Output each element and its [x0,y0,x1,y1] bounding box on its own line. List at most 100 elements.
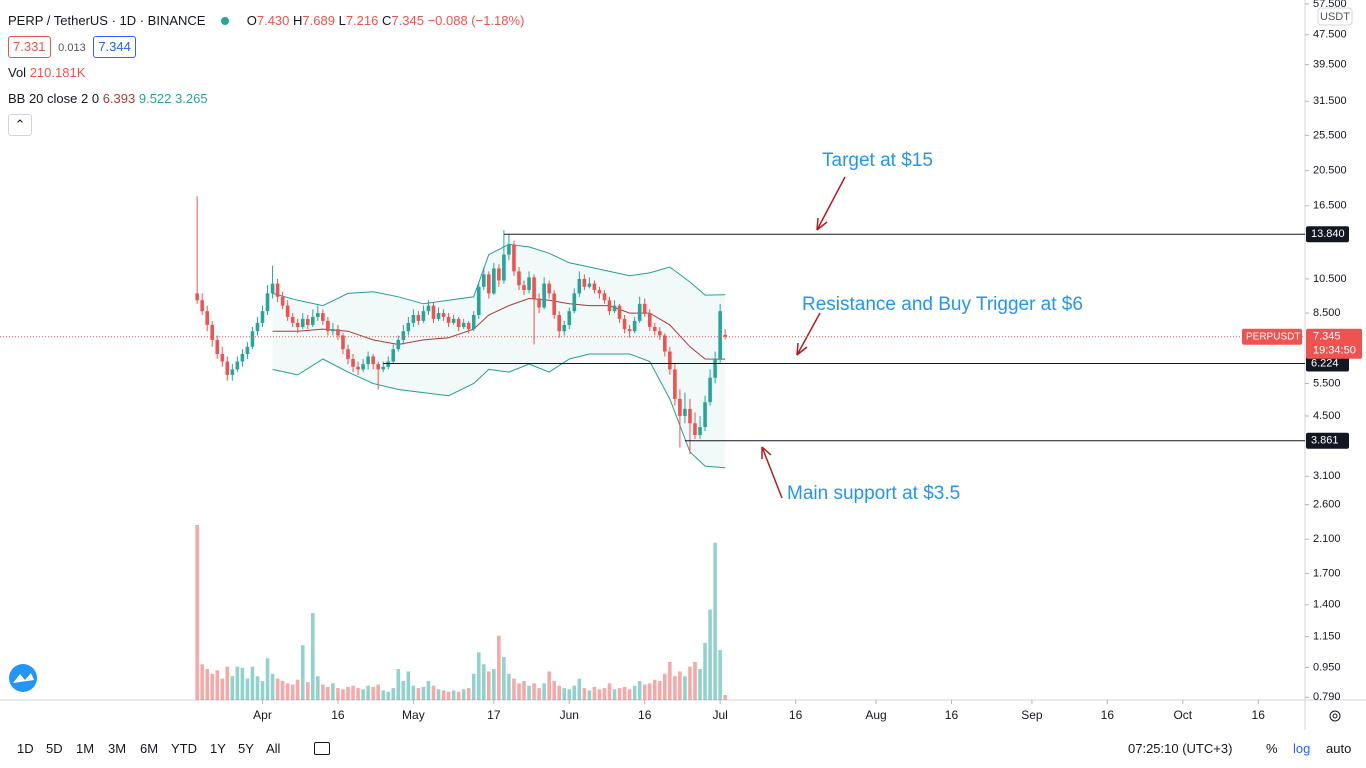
volume-bar [693,661,697,700]
range-button[interactable]: 1M [76,741,95,756]
auto-toggle[interactable]: auto [1326,741,1352,756]
volume-bar [527,685,531,700]
candle-body [552,293,556,315]
bb-lower: 3.265 [175,91,208,106]
volume-bar [361,689,365,700]
candle-body [497,268,501,281]
volume-bar [471,673,476,700]
band-upper [272,243,726,307]
candle-body [718,311,722,359]
range-button[interactable]: 3M [108,741,127,756]
candle-body [512,244,516,272]
volume-bar [431,685,436,700]
band-basis [272,297,726,360]
candle-body [220,353,225,362]
y-tick-label: 2.100 [1313,533,1341,545]
candle-body [406,322,411,332]
x-tick-label: 16 [638,708,652,722]
volume-bar [617,688,622,700]
range-button[interactable]: YTD [171,741,197,756]
candle-body [582,278,587,287]
candle-body [381,366,386,370]
volume-bar [326,686,330,700]
volume-bar [542,683,546,700]
candle-body [592,283,597,291]
range-button[interactable]: 1D [17,741,34,756]
candle-body [622,318,627,330]
range-button[interactable]: 5Y [238,741,254,756]
volume-bar [285,683,290,700]
candle-body [632,320,637,332]
arrow [796,312,821,356]
countdown: 19:34:50 [1313,345,1356,357]
log-toggle[interactable]: log [1293,741,1311,756]
compare-icon[interactable] [314,742,330,755]
range-button[interactable]: 6M [140,741,159,756]
candle-body [502,254,506,281]
candle-body [693,423,697,435]
candle-body [255,322,260,332]
x-tick-label: 16 [945,708,959,722]
candle-body [567,311,572,325]
currency-box [1317,7,1353,26]
candle-body [557,314,562,332]
candle-body [446,316,451,323]
volume-bar [406,671,411,700]
x-tick-label: Oct [1173,708,1192,722]
volume-bar [552,680,556,700]
collapse-button[interactable]: ⌃ [8,114,32,136]
volume-bar [401,680,406,700]
candle-body [290,316,295,323]
candle-body [492,268,496,294]
range-button[interactable]: All [266,741,281,756]
logo-mark [13,673,34,683]
symbol-box [1242,328,1302,345]
volume-bar [235,666,240,700]
bb-upper: 9.522 [138,91,172,106]
candle-body [235,361,240,370]
volume-bar [461,689,466,700]
volume-bar [607,683,612,700]
volume-bar [507,673,511,700]
candle-body [542,283,546,308]
y-tick-label: 31.500 [1313,95,1347,107]
volume-bar [426,680,431,700]
volume-bar [622,686,627,700]
volume-bar [612,689,617,700]
volume-bar [225,666,230,700]
candle-body [617,305,622,319]
volume-bar [411,685,416,700]
candle-body [240,353,245,362]
y-tick-label: 47.500 [1313,29,1347,41]
x-tick-label: Apr [253,708,272,722]
candle-body [386,361,391,367]
candle-body [597,290,602,294]
y-tick-label: 39.500 [1313,59,1347,71]
y-tick-label: 57.500 [1313,0,1347,10]
volume-bar [456,691,461,700]
y-tick-label: 3.100 [1313,470,1341,482]
ask[interactable]: 7.344 [93,36,136,58]
symbol: PERP / TetherUS · 1D · BINANCE [8,13,206,28]
candle-body [396,339,401,350]
range-button[interactable]: 1Y [210,741,226,756]
volume-bar [512,678,516,700]
volume-bar [290,684,295,700]
volume-bar [391,688,396,700]
arrow [761,446,783,499]
candle-body [371,356,375,365]
percent-toggle[interactable]: % [1266,741,1278,756]
bid[interactable]: 7.331 [8,36,51,58]
o-label: O [246,13,257,28]
y-tick-label: 20.500 [1313,165,1347,177]
range-button[interactable]: 5D [46,741,63,756]
volume-bar [657,680,662,700]
volume-bar [200,664,204,700]
settings-icon[interactable] [1329,710,1341,722]
candle-body [225,361,230,375]
volume-bar [436,689,441,700]
close: 7.345 [391,13,424,28]
vol-label: Vol [8,65,27,80]
spread: 0.013 [58,42,86,54]
candle-body [265,293,270,312]
